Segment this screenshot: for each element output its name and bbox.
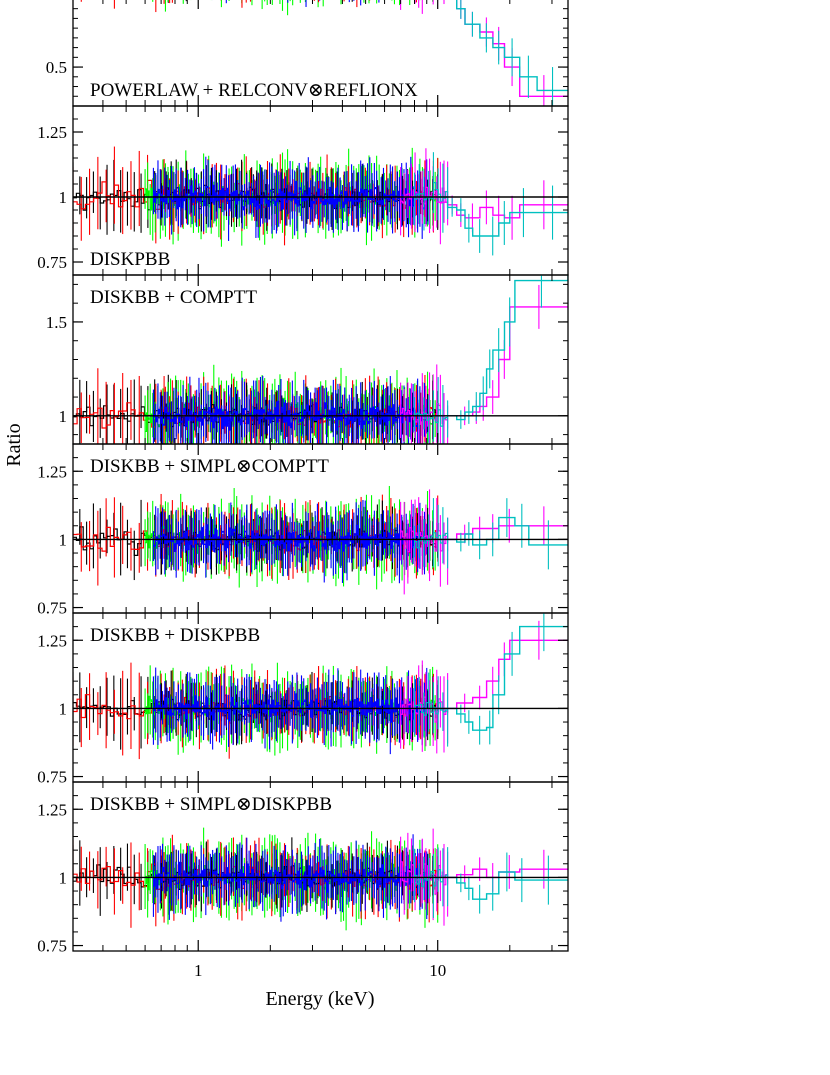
series-cyan-high-energy: [437, 275, 568, 421]
y-tick-label: 0.75: [37, 253, 67, 272]
series-red: [80, 0, 173, 13]
y-tick-label: 0.5: [46, 58, 67, 77]
x-tick-label: 1: [194, 961, 203, 980]
series-green: [152, 0, 434, 16]
y-tick-label: 1: [59, 699, 68, 718]
panel-4: 0.75 1 1.25 DISKBB + SIMPL⊗COMPTT: [37, 443, 569, 618]
panel-data: [73, 275, 568, 444]
panel-frame: [72, 781, 569, 952]
panel-model-label: DISKBB + SIMPL⊗COMPTT: [90, 456, 329, 477]
y-tick-label: 1: [59, 407, 68, 426]
series-cyan-high-energy: [437, 625, 568, 731]
series-cyan: [413, 672, 449, 747]
x-axis-label: Energy (keV): [265, 988, 374, 1010]
series-red: [169, 0, 417, 8]
panel-model-label: DISKPBB: [90, 249, 170, 270]
y-tick-label: 1.25: [37, 800, 67, 819]
y-tick-label: 1: [59, 188, 68, 207]
series-blue: [152, 156, 428, 241]
series-magenta-high-energy: [437, 639, 568, 710]
series-black: [185, 0, 353, 2]
panel-model-label: DISKBB + COMPTT: [90, 287, 257, 308]
panels-group: 0.51POWERLAW + RELCONV⊗REFLIONX0.7511.25…: [37, 0, 569, 980]
y-tick-label: 0.75: [37, 768, 67, 787]
y-tick-label: 0.75: [37, 937, 67, 956]
y-tick-label: 1.5: [46, 313, 67, 332]
series-blue: [152, 667, 428, 755]
panel-3: 1 1.5 DISKBB + COMPTT: [46, 274, 569, 445]
series-magenta-high-energy: [437, 868, 568, 879]
series-magenta-high-energy: [437, 306, 568, 417]
series-cyan-high-energy: [456, 0, 568, 92]
series-cyan-high-energy: [437, 196, 568, 237]
panel-data: [73, 827, 568, 931]
series-cyan: [413, 498, 449, 569]
panel-2: 0.75 1 1.25 DISKPBB: [37, 105, 569, 276]
y-tick-label: 1.25: [37, 631, 67, 650]
y-axis-label: Ratio: [3, 423, 25, 466]
panel-6: 0.75 1 1.25 DISKBB + SIMPL⊗DISKPBB: [37, 781, 569, 956]
panel-data: [80, 0, 568, 106]
panel-data: [73, 146, 568, 256]
panel-model-label: DISKBB + SIMPL⊗DISKPBB: [90, 794, 332, 815]
panel-model-label: DISKBB + DISKPBB: [90, 625, 260, 646]
x-tick-label: 10: [429, 961, 446, 980]
y-tick-label: 0.75: [37, 599, 67, 618]
series-cyan: [413, 847, 449, 918]
y-tick-label: 1.25: [37, 462, 67, 481]
y-tick-label: 1.25: [37, 123, 67, 142]
series-black: [99, 0, 169, 3]
panel-model-label: POWERLAW + RELCONV⊗REFLIONX: [90, 80, 418, 101]
series-cyan: [413, 152, 449, 233]
series-magenta: [400, 0, 445, 14]
y-tick-label: 1: [59, 868, 68, 887]
panel-data: [73, 485, 568, 595]
panel-5: 0.75 1 1.25 DISKBB + DISKPBB: [37, 612, 569, 787]
panel-1: 0.51POWERLAW + RELCONV⊗REFLIONX: [46, 0, 569, 107]
series-blue: [152, 499, 428, 584]
y-tick-label: 1: [59, 530, 68, 549]
series-cyan: [413, 377, 449, 444]
